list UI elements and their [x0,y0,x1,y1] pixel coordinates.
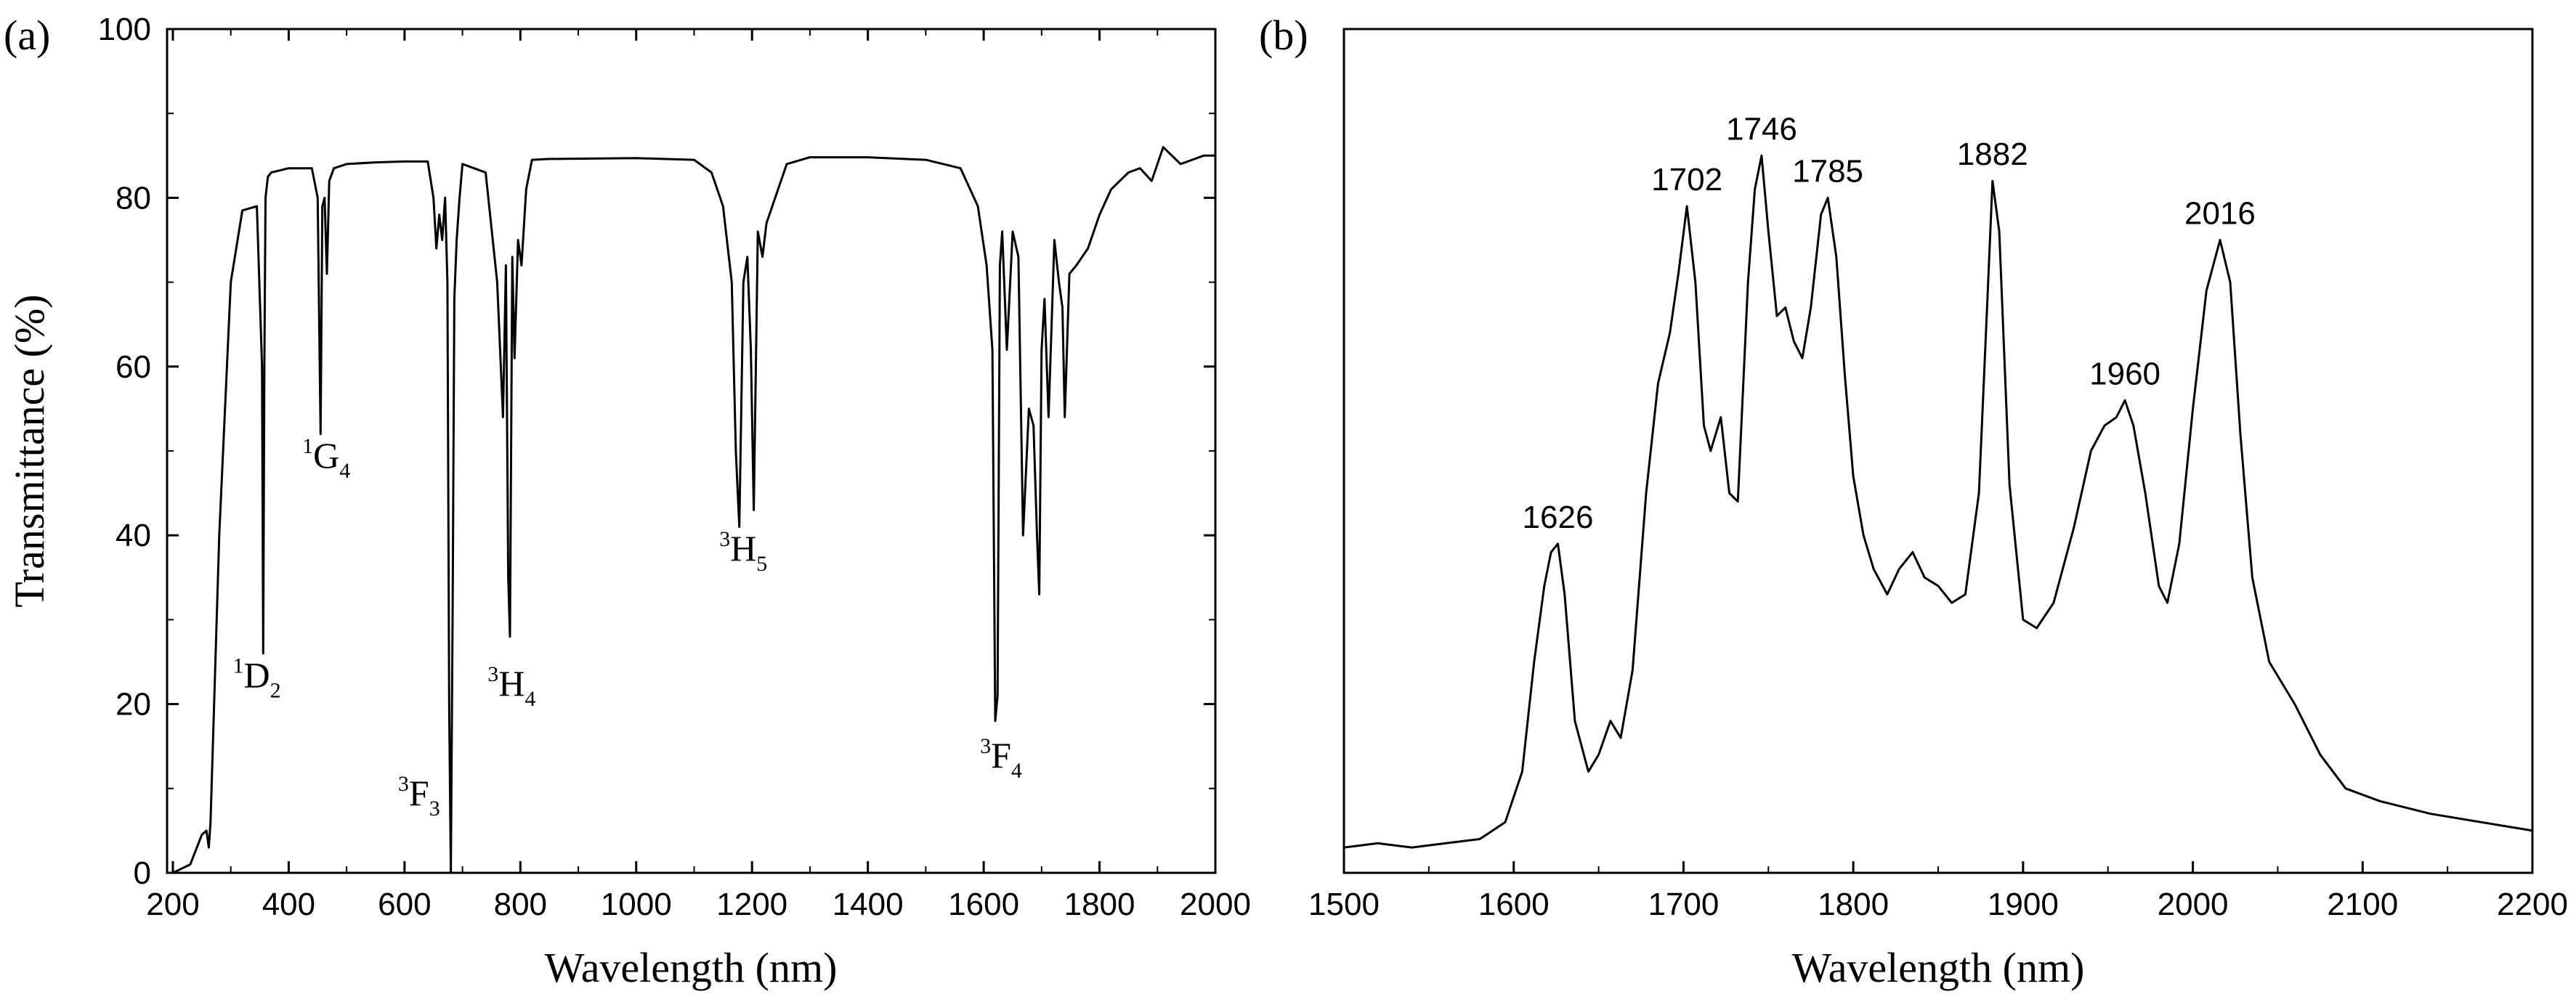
panel-a-x-tick-label: 2000 [1180,887,1251,922]
panel-b-x-tick-label: 1500 [1308,887,1380,922]
panel-b-x-tick-label: 2100 [2327,887,2398,922]
panel-b-emission-chart: (b) 1500 1600 1700 1800 1900 2000 2100 2200 162… [1259,12,2568,991]
panel-a-transition-label: 1D2 [233,654,281,702]
panel-a-label: (a) [4,12,50,59]
panel-a-y-tick-label: 40 [116,518,151,553]
panel-a-transition-label: 3H5 [719,527,767,576]
panel-a-y-tick-label: 60 [116,349,151,385]
panel-a-x-tick-label: 1600 [948,887,1019,922]
panel-a-y-axis-label: Transmittance (%) [6,294,53,607]
panel-b-peak-label: 1785 [1792,153,1863,189]
panel-b-plot-frame [1342,28,2534,874]
panel-a-y-tick-label: 0 [134,855,151,891]
panel-b-emission-series [1343,154,2533,849]
panel-a-y-tick-label: 20 [116,687,151,723]
panel-a-transmittance-chart: (a) 200 400 600 800 1000 1200 1400 1600 1800 2000… [4,12,1251,991]
panel-b-peak-label: 1746 [1726,111,1797,147]
panel-a-transition-label: 3H4 [487,662,535,711]
panel-a-x-tick-label: 400 [262,887,315,922]
panel-b-x-ticks: 1500 1600 1700 1800 1900 2000 2100 2200 [1308,861,2568,922]
panel-a-transmittance-series [172,146,1215,874]
panel-a-x-tick-label: 800 [494,887,547,922]
panel-b-x-tick-label: 1800 [1818,887,1889,922]
panel-b-x-tick-label: 1600 [1478,887,1550,922]
panel-b-x-axis-label: Wavelength (nm) [1792,944,2085,991]
panel-a-y-ticks: 0 20 40 60 80 100 [98,12,1215,891]
panel-a-transition-labels: 1D2 1G4 3F3 3H4 3H5 3F4 [233,434,1022,821]
panel-a-transition-label: 3F4 [980,734,1022,783]
panel-b-peak-label: 1626 [1523,500,1594,535]
panel-b-peak-label: 1702 [1651,162,1722,198]
panel-a-x-tick-label: 600 [378,887,431,922]
panel-a-transition-label: 3F3 [398,772,440,821]
panel-a-y-tick-label: 80 [116,180,151,216]
panel-b-x-tick-label: 2200 [2497,887,2568,922]
panel-a-x-ticks: 200 400 600 800 1000 1200 1400 1600 1800 2000 [146,29,1251,922]
panel-a-x-axis-label: Wavelength (nm) [545,944,838,991]
panel-a-x-tick-label: 1800 [1064,887,1135,922]
panel-b-peak-label: 1960 [2089,356,2160,391]
panel-a-x-tick-label: 200 [146,887,199,922]
panel-a-x-tick-label: 1200 [716,887,787,922]
panel-a-y-tick-label: 100 [98,12,151,47]
panel-b-peak-label: 1882 [1957,137,2028,172]
panel-b-x-tick-label: 1700 [1648,887,1719,922]
panel-a-x-tick-label: 1400 [833,887,904,922]
panel-b-label: (b) [1259,12,1308,59]
panel-b-peak-label: 2016 [2184,196,2256,232]
panel-b-x-tick-label: 1900 [1988,887,2059,922]
panel-a-x-tick-label: 1000 [601,887,672,922]
panel-a-transition-label: 1G4 [302,434,350,483]
panel-b-x-tick-label: 2000 [2158,887,2229,922]
